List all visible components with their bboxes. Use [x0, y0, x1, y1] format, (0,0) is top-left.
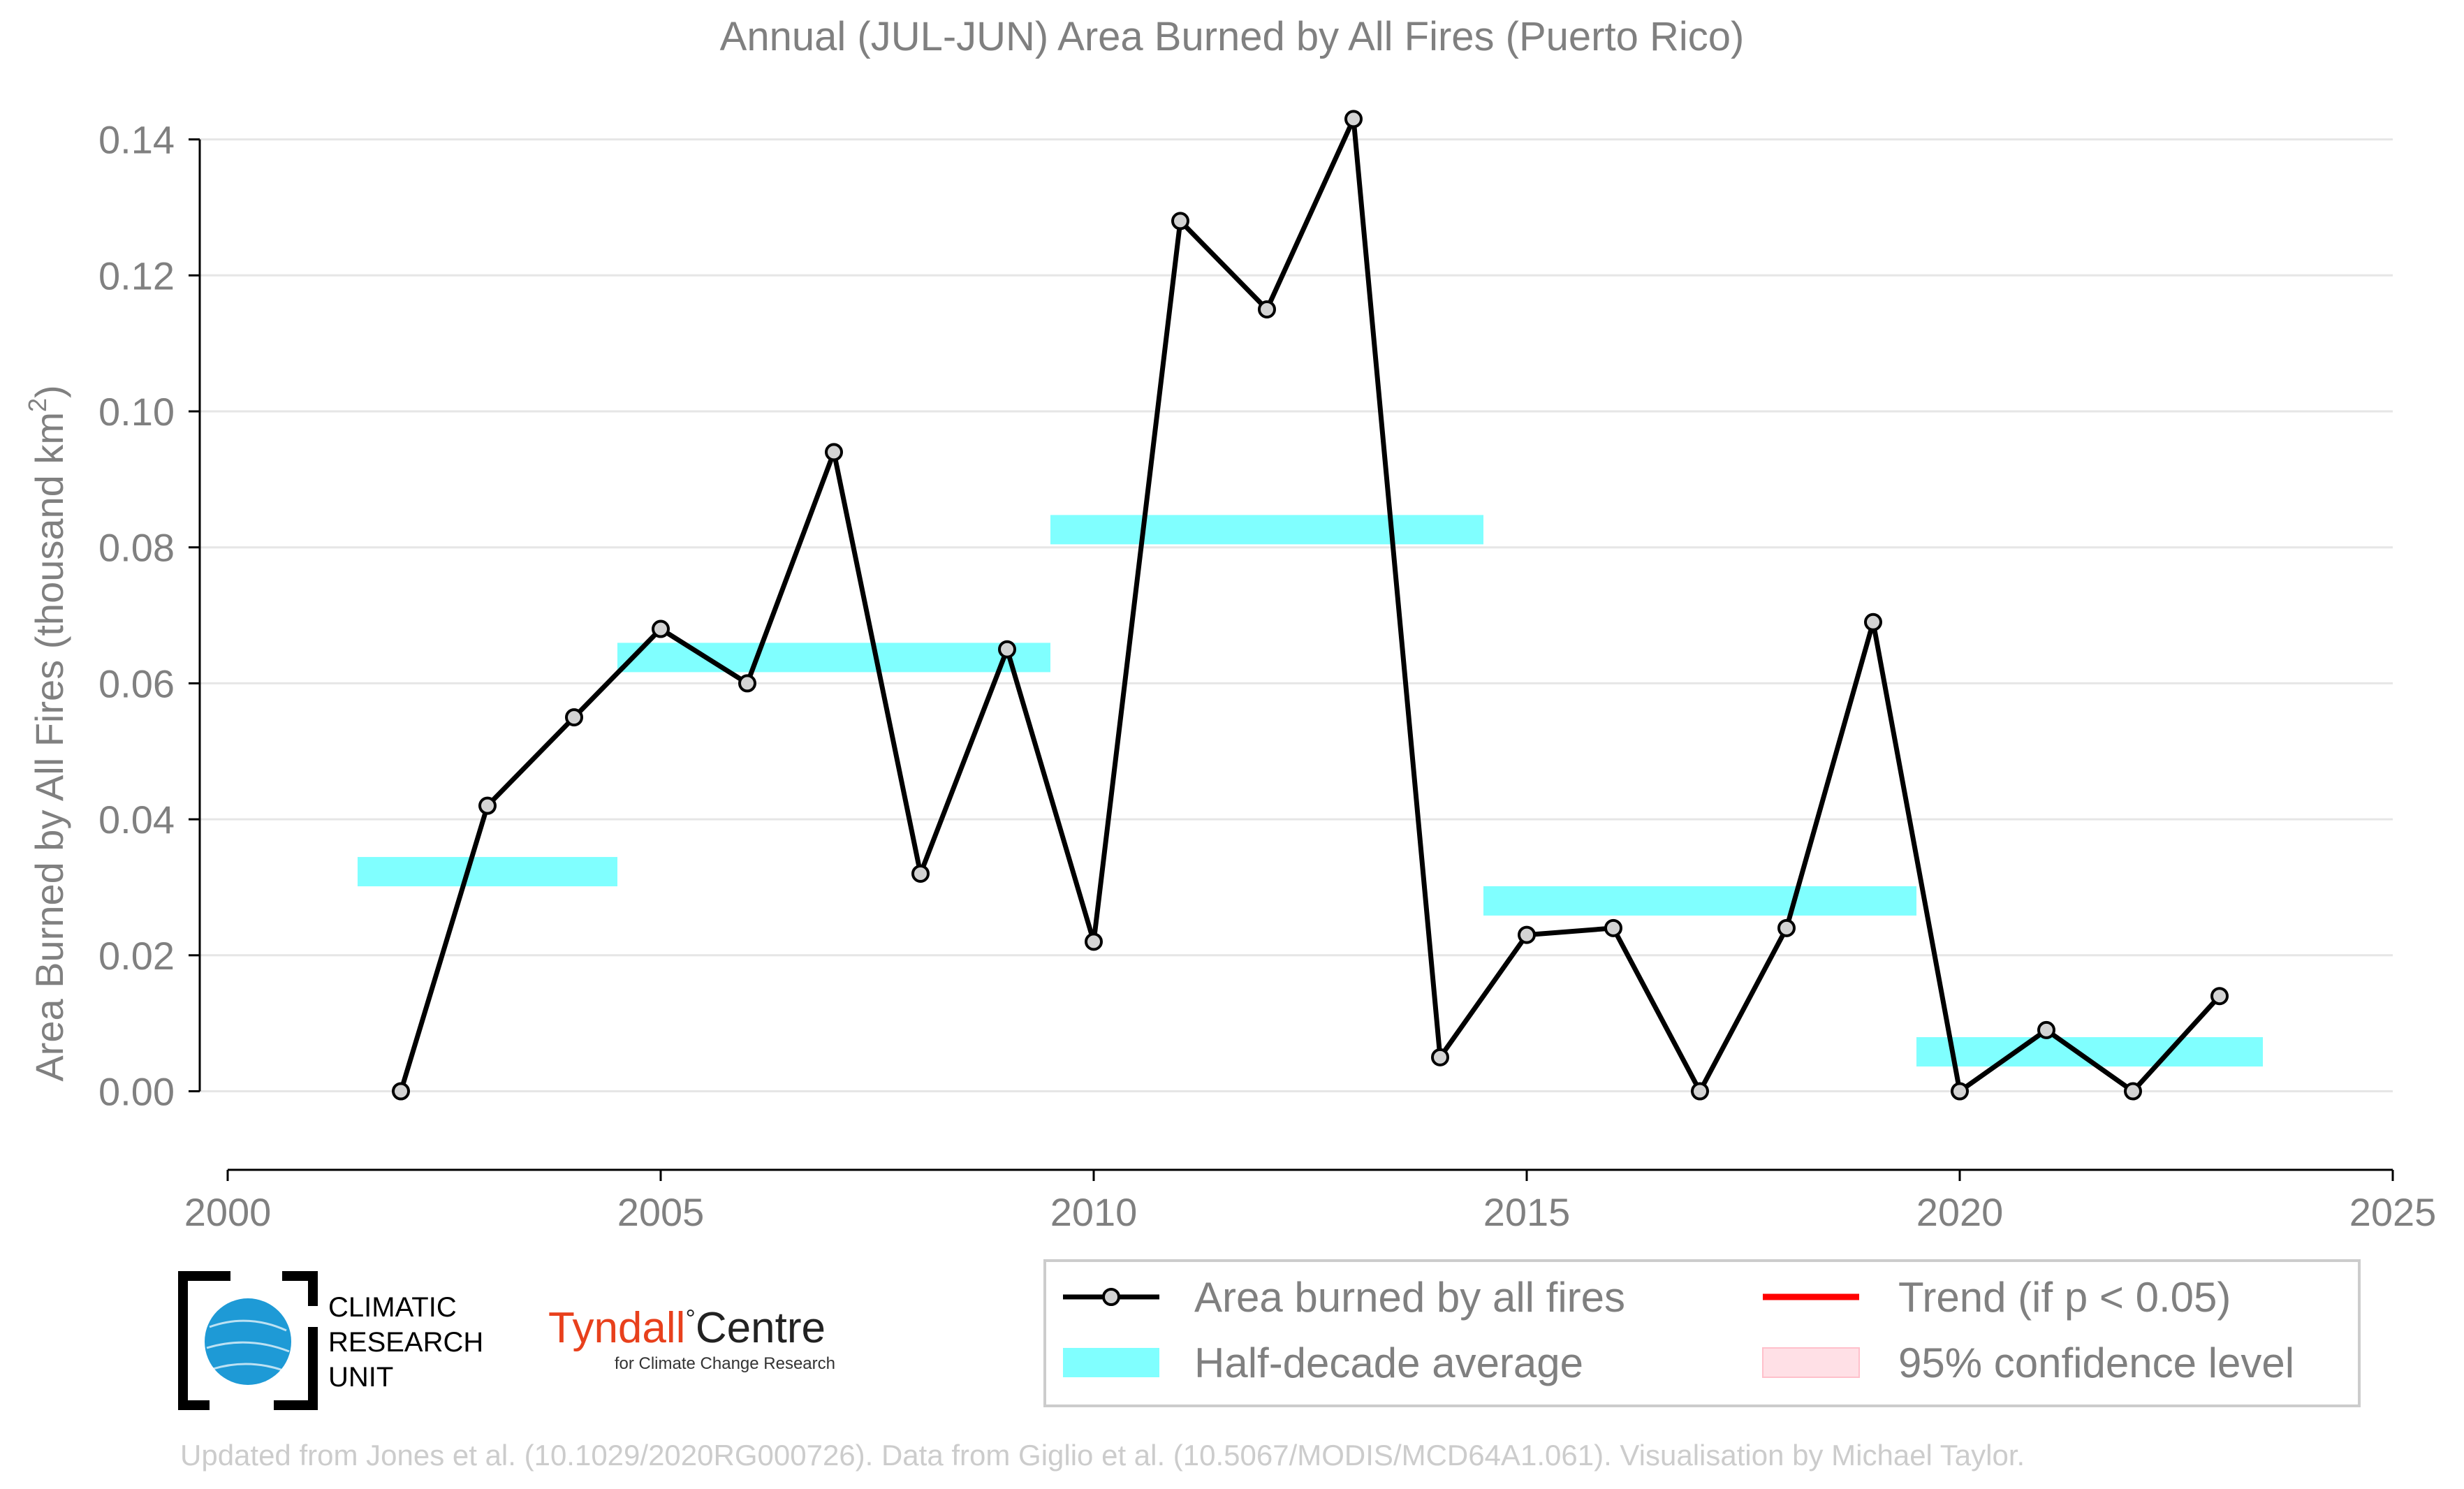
x-tick-label: 2000	[184, 1190, 272, 1234]
data-point	[1951, 1082, 1969, 1101]
tyndall-logo: Tyndall°Centre for Climate Change Resear…	[548, 1304, 835, 1373]
legend-label-area-burned: Area burned by all fires	[1194, 1274, 1625, 1321]
y-axis-label: Area Burned by All Fires (thousand km2)	[23, 385, 71, 1081]
data-point	[1864, 613, 1882, 631]
tyndall-logo-title: Tyndall°Centre	[548, 1304, 826, 1352]
tyndall-logo-degree: °	[685, 1304, 695, 1333]
cru-bracket-icon	[178, 1271, 318, 1410]
half-decade-bar	[358, 857, 617, 887]
data-point	[2124, 1082, 2142, 1101]
half-decade-bar	[1050, 515, 1483, 545]
data-point	[738, 674, 756, 693]
data-point	[1691, 1082, 1709, 1101]
series-points	[392, 110, 2229, 1101]
data-point	[1258, 300, 1276, 318]
x-tick-label: 2025	[2349, 1190, 2437, 1234]
data-point	[565, 708, 583, 727]
chart-title: Annual (JUL-JUN) Area Burned by All Fire…	[720, 14, 1745, 59]
cru-logo: CLIMATIC RESEARCH UNIT	[178, 1271, 483, 1410]
data-point	[478, 796, 497, 815]
x-tick-label: 2020	[1916, 1190, 2004, 1234]
y-tick-label: 0.10	[98, 390, 175, 434]
series-line	[398, 116, 2222, 1094]
y-tick-label: 0.08	[98, 526, 175, 570]
cru-logo-line-2: RESEARCH	[328, 1327, 483, 1358]
data-point	[1431, 1048, 1449, 1066]
data-point	[1518, 925, 1536, 944]
tyndall-logo-name: Tyndall	[548, 1304, 685, 1352]
grid-lines	[200, 138, 2393, 1092]
data-point	[911, 864, 930, 883]
x-tick-label: 2010	[1050, 1190, 1138, 1234]
legend: Area burned by all fires Trend (if p < 0…	[1043, 1259, 2361, 1407]
legend-frame	[1043, 1259, 2361, 1407]
y-axis-label-superscript: 2	[23, 398, 52, 412]
half-decade-bar	[1483, 886, 1916, 916]
x-tick-label: 2005	[617, 1190, 705, 1234]
y-tick-label: 0.02	[98, 934, 175, 978]
y-axis-label-close: )	[27, 385, 71, 398]
axes: 0.00 0.02 0.04 0.06 0.08 0.10 0.12 0.14 2000 2005…	[98, 118, 2436, 1234]
y-axis-label-main: Area Burned by All Fires (thousand km	[27, 412, 71, 1082]
data-point	[1344, 110, 1363, 129]
y-tick-label: 0.06	[98, 661, 175, 705]
y-tick-label: 0.04	[98, 798, 175, 842]
x-tick-label: 2015	[1483, 1190, 1571, 1234]
half-decade-bands	[358, 515, 2263, 1067]
y-tick-label: 0.14	[98, 118, 175, 162]
legend-band-swatch	[1063, 1348, 1159, 1377]
globe-lines-icon	[206, 1319, 290, 1372]
legend-label-trend: Trend (if p < 0.05)	[1898, 1274, 2231, 1321]
legend-confidence-swatch	[1762, 1347, 1860, 1378]
data-point	[1171, 212, 1189, 230]
area-burned-line	[398, 116, 2222, 1094]
tyndall-logo-subtitle: for Climate Change Research	[615, 1354, 835, 1373]
cru-logo-line-1: CLIMATIC	[328, 1292, 457, 1323]
data-point	[2210, 987, 2229, 1006]
legend-label-confidence: 95% confidence level	[1898, 1340, 2294, 1386]
data-point	[1777, 918, 1796, 937]
data-point	[825, 443, 843, 462]
data-point	[652, 619, 670, 638]
cru-logo-line-3: UNIT	[328, 1362, 393, 1393]
legend-label-half-decade: Half-decade average	[1194, 1340, 1583, 1386]
legend-marker-swatch	[1102, 1288, 1120, 1306]
data-point	[1085, 932, 1103, 951]
y-tick-label: 0.12	[98, 254, 175, 298]
tyndall-logo-centre: Centre	[696, 1304, 826, 1352]
data-point	[2037, 1020, 2055, 1039]
footer-credit: Updated from Jones et al. (10.1029/2020R…	[180, 1439, 2025, 1472]
data-point	[998, 640, 1016, 659]
data-point	[392, 1082, 410, 1101]
half-decade-bar	[617, 643, 1050, 673]
data-point	[1604, 918, 1622, 937]
y-tick-label: 0.00	[98, 1070, 175, 1114]
